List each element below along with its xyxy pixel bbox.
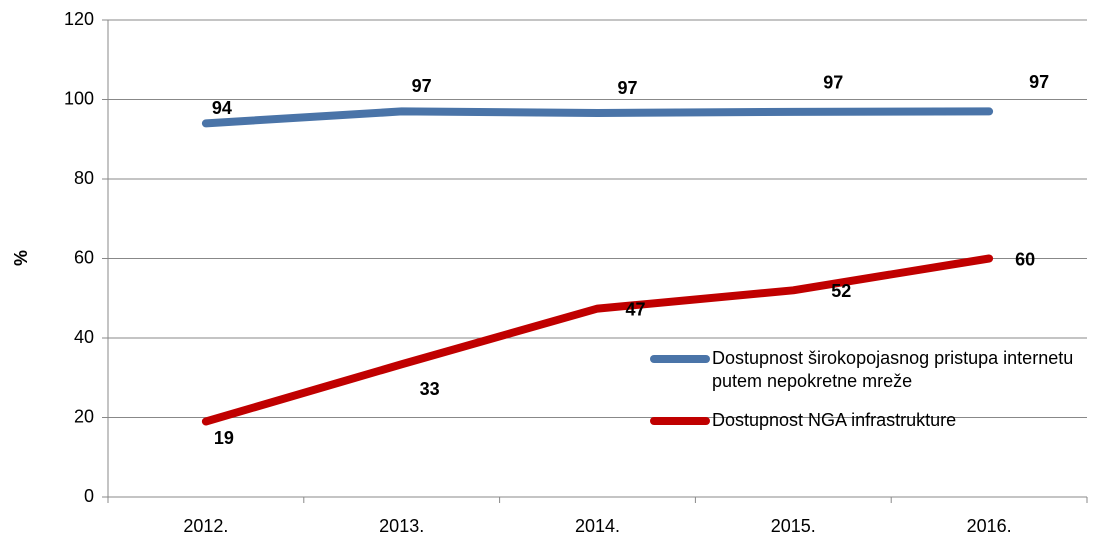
data-label: 94 [212, 98, 232, 118]
y-tick-label: 20 [74, 406, 94, 426]
x-tick-label: 2016. [967, 516, 1012, 536]
data-label: 60 [1015, 249, 1035, 269]
x-tick-label: 2013. [379, 516, 424, 536]
y-tick-label: 80 [74, 168, 94, 188]
series-line [201, 254, 994, 426]
y-tick-label: 0 [84, 486, 94, 506]
data-label: 47 [625, 299, 645, 319]
legend-label: Dostupnost širokopojasnog pristupa inter… [712, 348, 1074, 391]
y-tick-label: 120 [64, 9, 94, 29]
data-label: 97 [617, 78, 637, 98]
legend-item: Dostupnost širokopojasnog pristupa inter… [650, 347, 1100, 393]
legend-swatch [650, 355, 710, 363]
y-tick-label: 40 [74, 327, 94, 347]
x-tick-label: 2014. [575, 516, 620, 536]
data-label: 33 [420, 379, 440, 399]
legend-swatch [650, 417, 710, 425]
y-tick-label: 60 [74, 247, 94, 267]
data-label: 19 [214, 428, 234, 448]
data-label: 97 [412, 76, 432, 96]
data-label: 52 [831, 281, 851, 301]
y-tick-label: 100 [64, 88, 94, 108]
x-tick-label: 2012. [183, 516, 228, 536]
legend-item: Dostupnost NGA infrastrukture [650, 409, 1100, 432]
data-label: 97 [823, 73, 843, 93]
legend-label: Dostupnost NGA infrastrukture [712, 410, 957, 430]
x-tick-label: 2015. [771, 516, 816, 536]
y-axis-label: % [11, 250, 31, 266]
data-label: 97 [1029, 72, 1049, 92]
series-line [201, 107, 994, 128]
